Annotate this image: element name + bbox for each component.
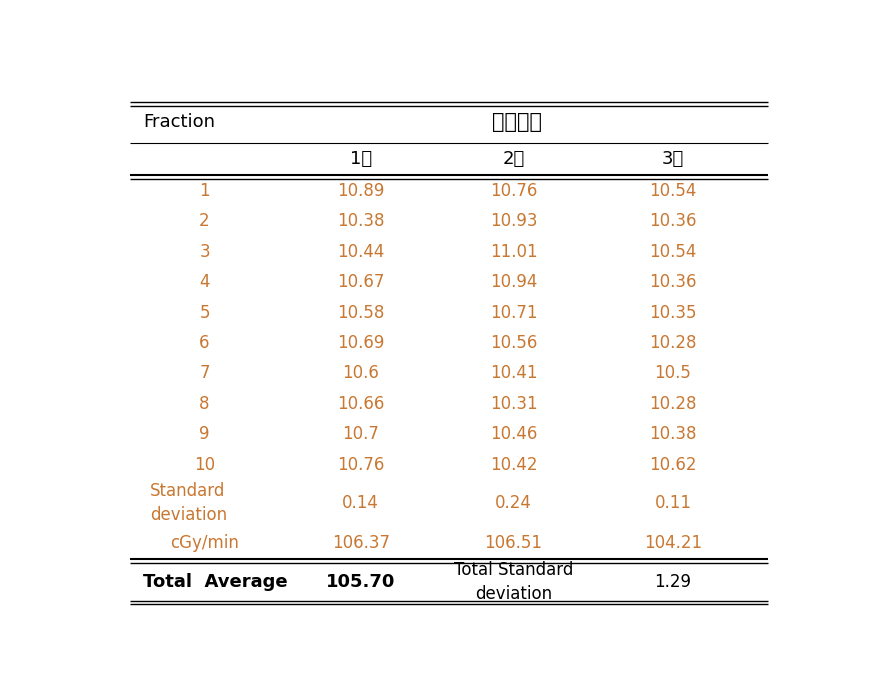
Text: 10.28: 10.28 — [649, 334, 696, 352]
Text: 10.76: 10.76 — [337, 456, 385, 474]
Text: 10.56: 10.56 — [490, 334, 537, 352]
Text: 10.31: 10.31 — [490, 395, 537, 413]
Text: 11.01: 11.01 — [490, 242, 537, 260]
Text: 3: 3 — [199, 242, 210, 260]
Text: 10.54: 10.54 — [649, 242, 696, 260]
Text: 1.29: 1.29 — [654, 573, 691, 591]
Text: 10.28: 10.28 — [649, 395, 696, 413]
Text: 0.11: 0.11 — [654, 494, 691, 512]
Text: Total  Average: Total Average — [144, 573, 288, 591]
Text: 10.69: 10.69 — [337, 334, 385, 352]
Text: 10.54: 10.54 — [649, 182, 696, 200]
Text: Total Standard
deviation: Total Standard deviation — [454, 561, 573, 602]
Text: 1차: 1차 — [350, 150, 371, 168]
Text: 10.44: 10.44 — [337, 242, 385, 260]
Text: 2: 2 — [199, 212, 210, 230]
Text: 10.42: 10.42 — [490, 456, 537, 474]
Text: 1: 1 — [199, 182, 210, 200]
Text: 선량조사: 선량조사 — [491, 112, 542, 133]
Text: 10.71: 10.71 — [490, 303, 537, 321]
Text: cGy/min: cGy/min — [170, 534, 239, 552]
Text: 10.7: 10.7 — [343, 425, 379, 443]
Text: 10.67: 10.67 — [337, 273, 385, 291]
Text: 10.66: 10.66 — [337, 395, 385, 413]
Text: 10.62: 10.62 — [649, 456, 696, 474]
Text: 10: 10 — [194, 456, 215, 474]
Text: 10.35: 10.35 — [649, 303, 696, 321]
Text: 0.14: 0.14 — [343, 494, 379, 512]
Text: 6: 6 — [200, 334, 209, 352]
Text: 10.41: 10.41 — [490, 364, 537, 382]
Text: 10.36: 10.36 — [649, 273, 696, 291]
Text: 10.38: 10.38 — [649, 425, 696, 443]
Text: 9: 9 — [200, 425, 209, 443]
Text: 10.89: 10.89 — [337, 182, 385, 200]
Text: 106.37: 106.37 — [332, 534, 390, 552]
Text: 10.58: 10.58 — [337, 303, 385, 321]
Text: 10.5: 10.5 — [654, 364, 691, 382]
Text: 10.93: 10.93 — [490, 212, 537, 230]
Text: 10.76: 10.76 — [490, 182, 537, 200]
Text: Standard
deviation: Standard deviation — [151, 482, 228, 524]
Text: 10.6: 10.6 — [343, 364, 379, 382]
Text: 10.46: 10.46 — [490, 425, 537, 443]
Text: 105.70: 105.70 — [326, 573, 395, 591]
Text: 3차: 3차 — [662, 150, 684, 168]
Text: 8: 8 — [200, 395, 209, 413]
Text: 4: 4 — [200, 273, 209, 291]
Text: 10.94: 10.94 — [490, 273, 537, 291]
Text: 10.38: 10.38 — [337, 212, 385, 230]
Text: 10.36: 10.36 — [649, 212, 696, 230]
Text: Fraction: Fraction — [144, 113, 215, 131]
Text: 0.24: 0.24 — [495, 494, 532, 512]
Text: 2차: 2차 — [502, 150, 525, 168]
Text: 104.21: 104.21 — [644, 534, 702, 552]
Text: 5: 5 — [200, 303, 209, 321]
Text: 106.51: 106.51 — [484, 534, 542, 552]
Text: 7: 7 — [200, 364, 209, 382]
